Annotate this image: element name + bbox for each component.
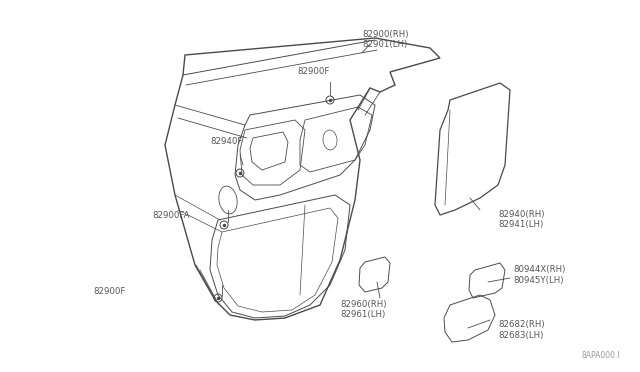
Text: 82900F: 82900F xyxy=(93,288,125,296)
Text: 82682(RH)
82683(LH): 82682(RH) 82683(LH) xyxy=(498,320,545,340)
Text: 82900(RH)
82901(LH): 82900(RH) 82901(LH) xyxy=(362,30,408,49)
Text: 80944X(RH)
80945Y(LH): 80944X(RH) 80945Y(LH) xyxy=(513,265,565,285)
Text: 82960(RH)
82961(LH): 82960(RH) 82961(LH) xyxy=(340,300,387,320)
Text: 8APA000.I: 8APA000.I xyxy=(581,351,620,360)
Text: 82900FA: 82900FA xyxy=(152,211,189,219)
Text: 82900F: 82900F xyxy=(297,67,330,77)
Text: 82940F: 82940F xyxy=(210,138,243,147)
Text: 82940(RH)
82941(LH): 82940(RH) 82941(LH) xyxy=(498,210,545,230)
